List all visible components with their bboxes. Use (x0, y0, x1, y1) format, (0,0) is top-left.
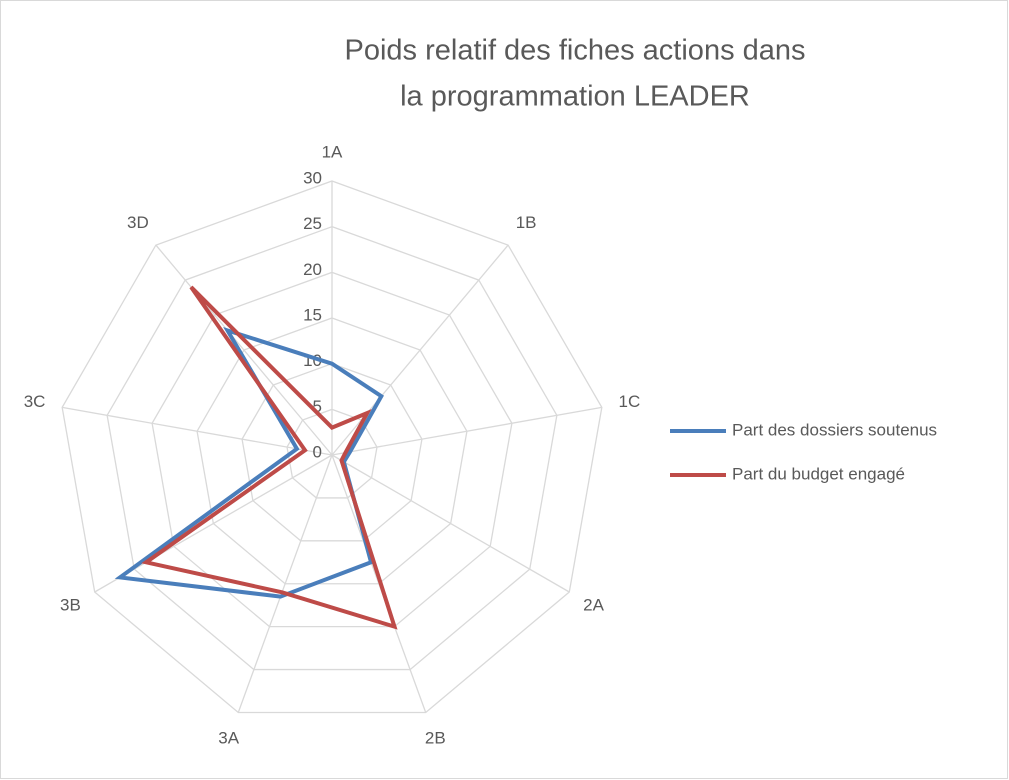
y-tick-label: 20 (303, 260, 322, 279)
grid-line (196, 317, 468, 585)
y-tick-label: 15 (303, 305, 322, 324)
spoke (331, 454, 570, 593)
spoke (155, 244, 333, 456)
spoke (62, 406, 333, 456)
series-line (141, 285, 398, 630)
grid-line (151, 271, 513, 628)
category-label: 3A (218, 728, 239, 747)
category-label: 3B (60, 595, 81, 614)
category-label: 1B (516, 213, 537, 232)
category-label: 2B (425, 728, 446, 747)
category-label: 3D (127, 213, 149, 232)
category-label: 2A (583, 595, 604, 614)
y-tick-label: 25 (303, 214, 322, 233)
y-tick-label: 0 (313, 442, 322, 461)
grid-line (241, 362, 423, 542)
y-tick-label: 30 (303, 168, 322, 187)
chart-title-line: la programmation LEADER (400, 81, 750, 113)
category-label: 1C (619, 392, 641, 411)
spoke (237, 454, 333, 713)
grid-line (106, 225, 558, 671)
legend-label: Part des dossiers soutenus (732, 420, 937, 439)
spoke (331, 406, 602, 456)
grid-line (61, 180, 603, 714)
category-label: 3C (24, 392, 46, 411)
chart-title-line: Poids relatif des fiches actions dans (344, 35, 805, 67)
legend-label: Part du budget engagé (732, 464, 905, 483)
category-label: 1A (322, 142, 343, 161)
y-tick-label: 5 (313, 397, 322, 416)
